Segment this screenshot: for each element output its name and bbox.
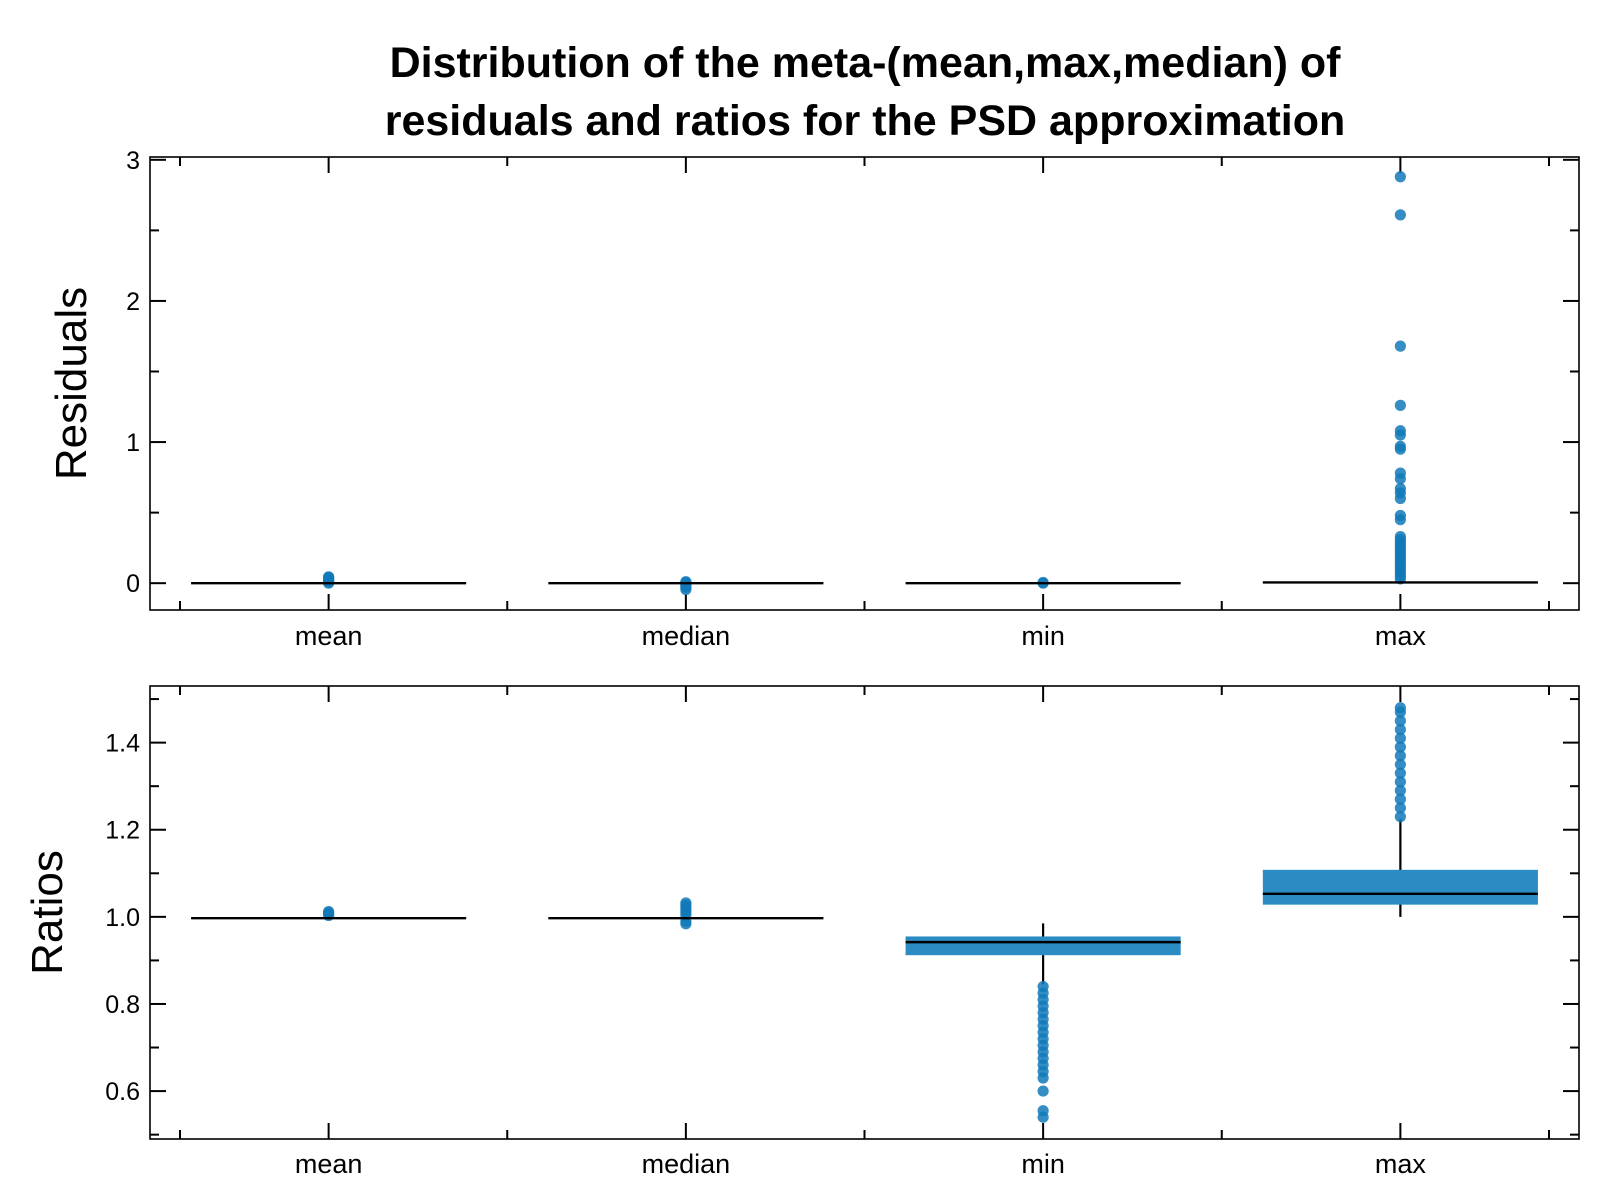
chart-title-line-2: residuals and ratios for the PSD approxi… bbox=[384, 97, 1346, 145]
y-tick-label: 1.0 bbox=[105, 904, 140, 932]
box-body bbox=[905, 936, 1181, 956]
outlier-point bbox=[1394, 340, 1406, 352]
chart-title-line-1: Distribution of the meta-(mean,max,media… bbox=[389, 39, 1341, 87]
x-tick-label: mean bbox=[295, 1149, 363, 1179]
outlier-point bbox=[680, 576, 692, 588]
plot-frame bbox=[149, 685, 1580, 1140]
outlier-point bbox=[1037, 980, 1049, 993]
plot-frame bbox=[149, 156, 1580, 611]
outlier-point bbox=[1394, 732, 1406, 744]
y-tick-label: 0.8 bbox=[105, 991, 140, 1019]
outlier-point bbox=[1394, 811, 1406, 823]
x-tick-label: mean bbox=[295, 621, 363, 651]
x-tick-label: median bbox=[642, 621, 731, 651]
outlier-point bbox=[1394, 440, 1406, 452]
outlier-point bbox=[1394, 209, 1406, 221]
outlier-point bbox=[1394, 467, 1406, 479]
outlier-point bbox=[1394, 741, 1406, 753]
y-tick-label: 0.6 bbox=[105, 1078, 140, 1106]
y-tick-label: 1.2 bbox=[105, 817, 140, 845]
outlier-point bbox=[1394, 758, 1406, 771]
y-tick-label: 0 bbox=[126, 570, 140, 598]
outlier-point bbox=[1394, 750, 1406, 762]
x-tick-label: max bbox=[1375, 621, 1427, 651]
residuals-panel: 0 1 2 3 mean median min max Residuals bbox=[47, 147, 1580, 651]
chart-title: Distribution of the meta-(mean,max,media… bbox=[150, 34, 1580, 150]
outlier-point bbox=[1394, 784, 1406, 797]
outlier-point bbox=[1037, 1085, 1049, 1097]
outlier-point bbox=[323, 571, 335, 583]
outlier-point bbox=[1394, 399, 1406, 411]
outlier-point bbox=[1037, 1105, 1049, 1117]
y-axis-label: Residuals bbox=[47, 287, 96, 480]
box-body bbox=[1262, 869, 1538, 905]
outlier-point bbox=[680, 897, 692, 909]
outlier-point bbox=[1394, 702, 1406, 714]
outlier-point bbox=[1394, 793, 1406, 805]
y-tick-label: 2 bbox=[126, 288, 140, 316]
ratios-panel: 0.6 0.8 1.0 1.2 1.4 mean median min max Ratios bbox=[23, 685, 1580, 1179]
outlier-point bbox=[1394, 483, 1406, 495]
x-tick-label: min bbox=[1021, 1149, 1065, 1179]
outlier-point bbox=[1394, 715, 1406, 727]
outlier-point bbox=[1394, 425, 1406, 437]
outlier-point bbox=[1394, 802, 1406, 814]
y-tick-label: 1 bbox=[126, 429, 140, 457]
outlier-point bbox=[1394, 776, 1406, 788]
outlier-point bbox=[1394, 531, 1406, 543]
outlier-point bbox=[1394, 767, 1406, 779]
outlier-point bbox=[1394, 723, 1406, 736]
y-tick-label: 3 bbox=[126, 147, 140, 175]
x-tick-label: median bbox=[642, 1149, 731, 1179]
outlier-point bbox=[1394, 171, 1406, 183]
x-tick-label: min bbox=[1021, 621, 1065, 651]
outlier-point bbox=[323, 906, 335, 918]
y-axis-label: Ratios bbox=[23, 850, 72, 975]
outlier-point bbox=[1394, 509, 1406, 522]
x-tick-label: max bbox=[1375, 1149, 1427, 1179]
y-tick-label: 1.4 bbox=[105, 730, 140, 758]
